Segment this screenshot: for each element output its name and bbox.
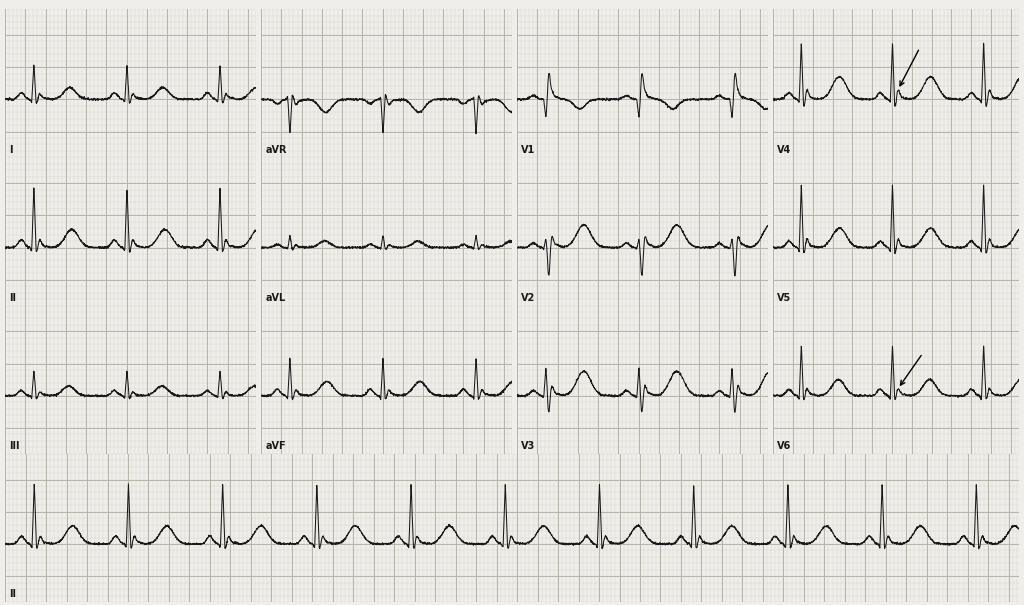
Text: III: III xyxy=(9,441,19,451)
Text: V4: V4 xyxy=(777,145,792,155)
Text: II: II xyxy=(9,293,16,303)
Text: V2: V2 xyxy=(521,293,536,303)
Text: aVR: aVR xyxy=(265,145,287,155)
Text: V5: V5 xyxy=(777,293,792,303)
Text: I: I xyxy=(9,145,12,155)
Text: V6: V6 xyxy=(777,441,792,451)
Text: aVL: aVL xyxy=(265,293,286,303)
Text: aVF: aVF xyxy=(265,441,286,451)
Text: V3: V3 xyxy=(521,441,536,451)
Text: II: II xyxy=(9,589,16,600)
Text: V1: V1 xyxy=(521,145,536,155)
